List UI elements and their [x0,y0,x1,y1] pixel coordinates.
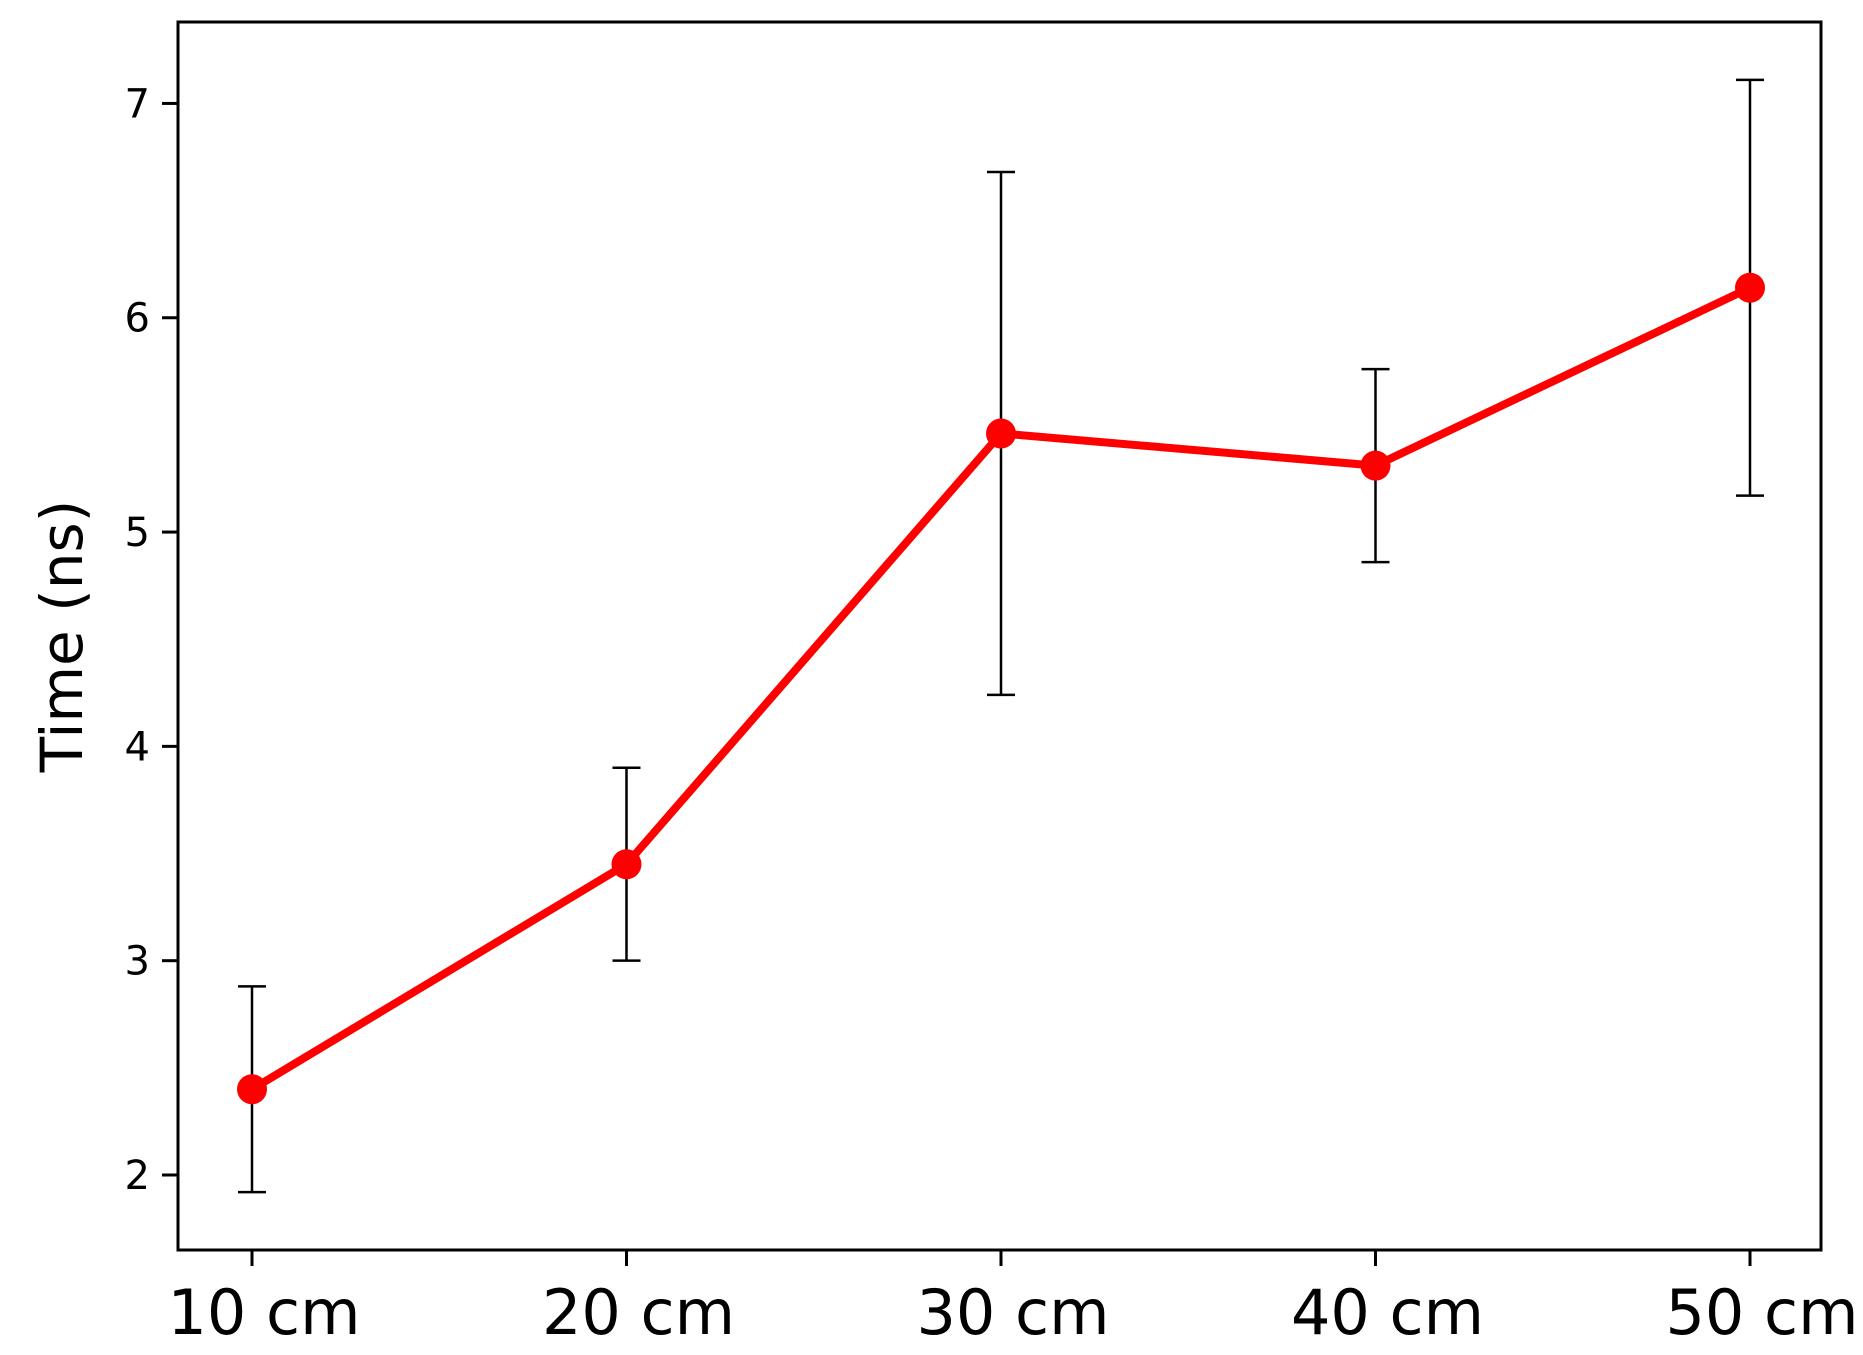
data-point [1360,450,1391,481]
y-tick-label: 2 [125,1153,150,1199]
x-tick-label: 20 cm [542,1276,735,1349]
y-tick-label: 3 [125,939,150,985]
plot-frame [176,20,1823,1252]
x-tick-label: 40 cm [1291,1276,1484,1349]
y-axis-label: Time (ns) [28,500,96,774]
x-tick-label: 50 cm [1665,1276,1858,1349]
error-bars [238,78,1764,1194]
x-tick-label: 10 cm [167,1276,360,1349]
x-axis: 10 cm 20 cm 30 cm 40 cm 50 cm [167,1250,1859,1349]
data-point [611,849,642,880]
y-tick-label: 6 [125,296,150,342]
y-tick-label: 7 [125,81,150,127]
data-point [1735,272,1765,303]
data-points [237,272,1765,1105]
y-tick-label: 5 [125,510,150,556]
y-tick-label: 4 [125,724,150,770]
y-axis: 2 3 4 5 6 7 [125,81,178,1199]
x-tick-label: 30 cm [916,1276,1109,1349]
data-point [986,418,1016,449]
data-point [237,1074,267,1105]
